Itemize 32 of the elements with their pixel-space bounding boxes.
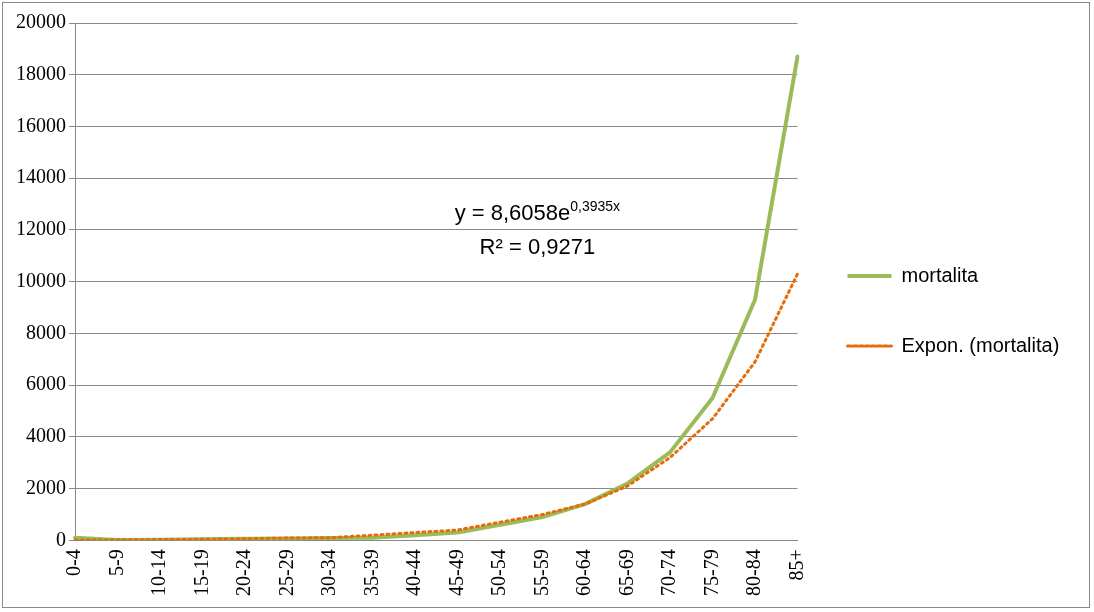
y-tick-label: 12000: [16, 217, 66, 240]
y-tick-label: 14000: [16, 165, 66, 188]
x-tick-label: 45-49: [444, 549, 467, 597]
legend-label: mortalita: [901, 263, 980, 286]
x-tick-label: 40-44: [402, 549, 425, 597]
y-tick-label: 8000: [26, 320, 66, 343]
x-tick-label: 55-59: [529, 549, 552, 597]
x-tick-label: 60-64: [572, 549, 595, 597]
x-tick-label: 20-24: [232, 549, 255, 597]
y-tick-label: 10000: [16, 268, 66, 291]
x-tick-label: 30-34: [317, 549, 340, 597]
y-tick-label: 2000: [26, 475, 66, 498]
x-tick-label: 15-19: [189, 549, 212, 597]
x-tick-label: 75-79: [699, 549, 722, 597]
x-tick-label: 85+: [784, 549, 807, 581]
x-tick-label: 10-14: [147, 549, 170, 597]
y-tick-label: 6000: [26, 372, 66, 395]
x-tick-label: 65-69: [614, 549, 637, 597]
y-tick-label: 18000: [16, 61, 66, 84]
x-tick-label: 70-74: [657, 549, 680, 597]
y-tick-label: 0: [56, 527, 66, 550]
x-tick-label: 0-4: [62, 549, 85, 577]
x-tick-label: 50-54: [487, 549, 510, 597]
x-tick-label: 25-29: [274, 549, 297, 597]
annotation: R² = 0,9271: [479, 233, 596, 259]
legend-label: Expon. (mortalita): [901, 333, 1060, 356]
x-tick-label: 35-39: [359, 549, 382, 597]
y-tick-label: 4000: [26, 424, 66, 447]
y-tick-label: 20000: [16, 10, 66, 33]
y-tick-label: 16000: [16, 113, 66, 136]
x-tick-label: 5-9: [104, 549, 127, 577]
x-tick-label: 80-84: [742, 549, 765, 597]
